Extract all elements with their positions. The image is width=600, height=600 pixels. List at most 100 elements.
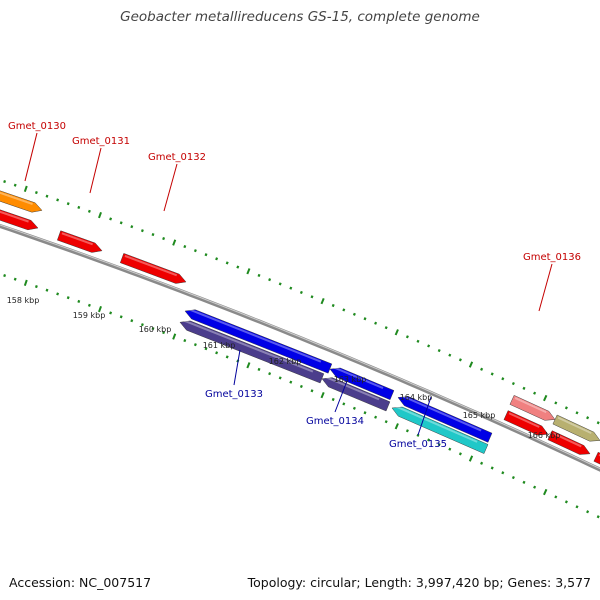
gene-feature[interactable]: [178, 318, 325, 384]
outer-tick: [511, 381, 515, 386]
ruler-label: 165 kbp: [463, 411, 496, 420]
ruler-labels: 158 kbp 159 kbp 160 kbp 161 kbp 162 kbp 163 k…: [7, 296, 561, 440]
inner-tick: [140, 323, 144, 327]
gene-feature[interactable]: [390, 403, 489, 454]
inner-tick: [374, 415, 378, 419]
gene-feature[interactable]: [593, 451, 600, 472]
gene-highlight: [552, 432, 582, 448]
inner-tick: [268, 372, 272, 376]
gene-feature[interactable]: [57, 230, 103, 256]
outer-tick: [268, 278, 272, 282]
gene-feature[interactable]: [552, 414, 600, 445]
gene-feature[interactable]: [503, 410, 550, 439]
outer-tick: [172, 239, 177, 246]
inner-tick: [87, 303, 91, 307]
outer-tick: [119, 221, 123, 225]
outer-tick: [183, 245, 187, 249]
inner-tick: [543, 488, 548, 496]
outer-tick: [331, 303, 335, 308]
gene-feature[interactable]: [547, 430, 592, 459]
outer-tick: [45, 194, 49, 198]
outer-tick: [533, 391, 537, 395]
inner-tick: [310, 389, 314, 393]
outer-tick: [23, 185, 28, 193]
outer-tick: [66, 202, 70, 206]
gene-feature[interactable]: [509, 395, 557, 424]
ruler-label: 162 kbp: [269, 357, 302, 366]
outer-tick: [204, 253, 208, 257]
outer-tick: [363, 317, 367, 321]
label-callouts: Gmet_0130 Gmet_0131 Gmet_0132 Gmet_0136 Gmet…: [8, 121, 581, 450]
gene-label: Gmet_0130: [8, 121, 66, 132]
outer-tick: [257, 273, 261, 278]
inner-tick: [405, 429, 409, 433]
gene-feature[interactable]: [183, 306, 333, 374]
inner-tick: [522, 480, 526, 484]
gene-highlight: [182, 319, 314, 373]
inner-tick: [468, 455, 474, 462]
inner-tick: [448, 447, 452, 451]
outer-tick: [130, 225, 134, 229]
ruler-label: 158 kbp: [7, 296, 40, 305]
outer-tick: [56, 198, 60, 202]
gene-arrow: [397, 396, 493, 443]
outer-tick: [596, 421, 600, 425]
inner-tick: [225, 355, 229, 359]
outer-tick: [586, 416, 590, 420]
outer-tick: [236, 265, 240, 269]
gene-highlight: [332, 366, 384, 390]
gene-feature[interactable]: [119, 253, 188, 286]
gene-label: Gmet_0135: [389, 439, 447, 450]
inner-tick: [109, 311, 113, 315]
gene-arrow: [119, 253, 187, 284]
outer-tick-ring: [3, 180, 600, 425]
gene-arrow: [547, 430, 591, 455]
inner-tick: [151, 327, 155, 331]
gene-feature[interactable]: [328, 364, 395, 400]
outer-tick: [458, 358, 462, 362]
gene-feature[interactable]: [320, 374, 391, 412]
outer-tick: [394, 329, 399, 336]
inner-tick: [34, 284, 38, 289]
callout-line: [24, 132, 38, 182]
outer-tick: [564, 406, 568, 410]
gene-highlight: [187, 308, 322, 363]
ruler-label: 163 kbp: [334, 375, 367, 384]
inner-tick: [564, 500, 568, 504]
outer-tick: [342, 308, 346, 312]
callout-line: [89, 147, 102, 194]
outer-tick: [352, 312, 356, 316]
feature-track: [0, 184, 600, 472]
gene-arrow: [179, 320, 325, 384]
outer-tick: [13, 183, 17, 187]
gene-arrow: [509, 395, 556, 421]
gene-feature[interactable]: [0, 184, 44, 215]
ruler-label: 159 kbp: [73, 311, 106, 320]
inner-tick: [331, 397, 335, 402]
gene-highlight: [508, 412, 540, 428]
outer-tick: [480, 367, 484, 371]
inner-tick: [246, 362, 251, 369]
gene-feature[interactable]: [0, 203, 40, 232]
outer-tick: [77, 205, 81, 210]
outer-tick: [448, 353, 452, 357]
gene-highlight: [324, 375, 380, 401]
inner-tick: [257, 367, 261, 372]
gene-label: Gmet_0133: [205, 389, 263, 400]
gene-highlight: [0, 205, 29, 223]
inner-tick: [23, 279, 28, 287]
gene-arrow: [0, 184, 43, 213]
outer-tick: [416, 339, 420, 343]
outer-tick: [501, 377, 505, 381]
outer-tick: [3, 180, 7, 184]
inner-tick: [596, 515, 600, 519]
inner-tick: [45, 288, 49, 292]
gene-feature[interactable]: [396, 393, 493, 443]
inner-tick: [66, 296, 70, 300]
gene-arrow: [0, 203, 39, 231]
outer-tick: [151, 233, 155, 237]
map-title: Geobacter metallireducens GS-15, complet…: [120, 9, 480, 25]
outer-tick: [193, 249, 197, 253]
inner-tick: [183, 339, 187, 343]
